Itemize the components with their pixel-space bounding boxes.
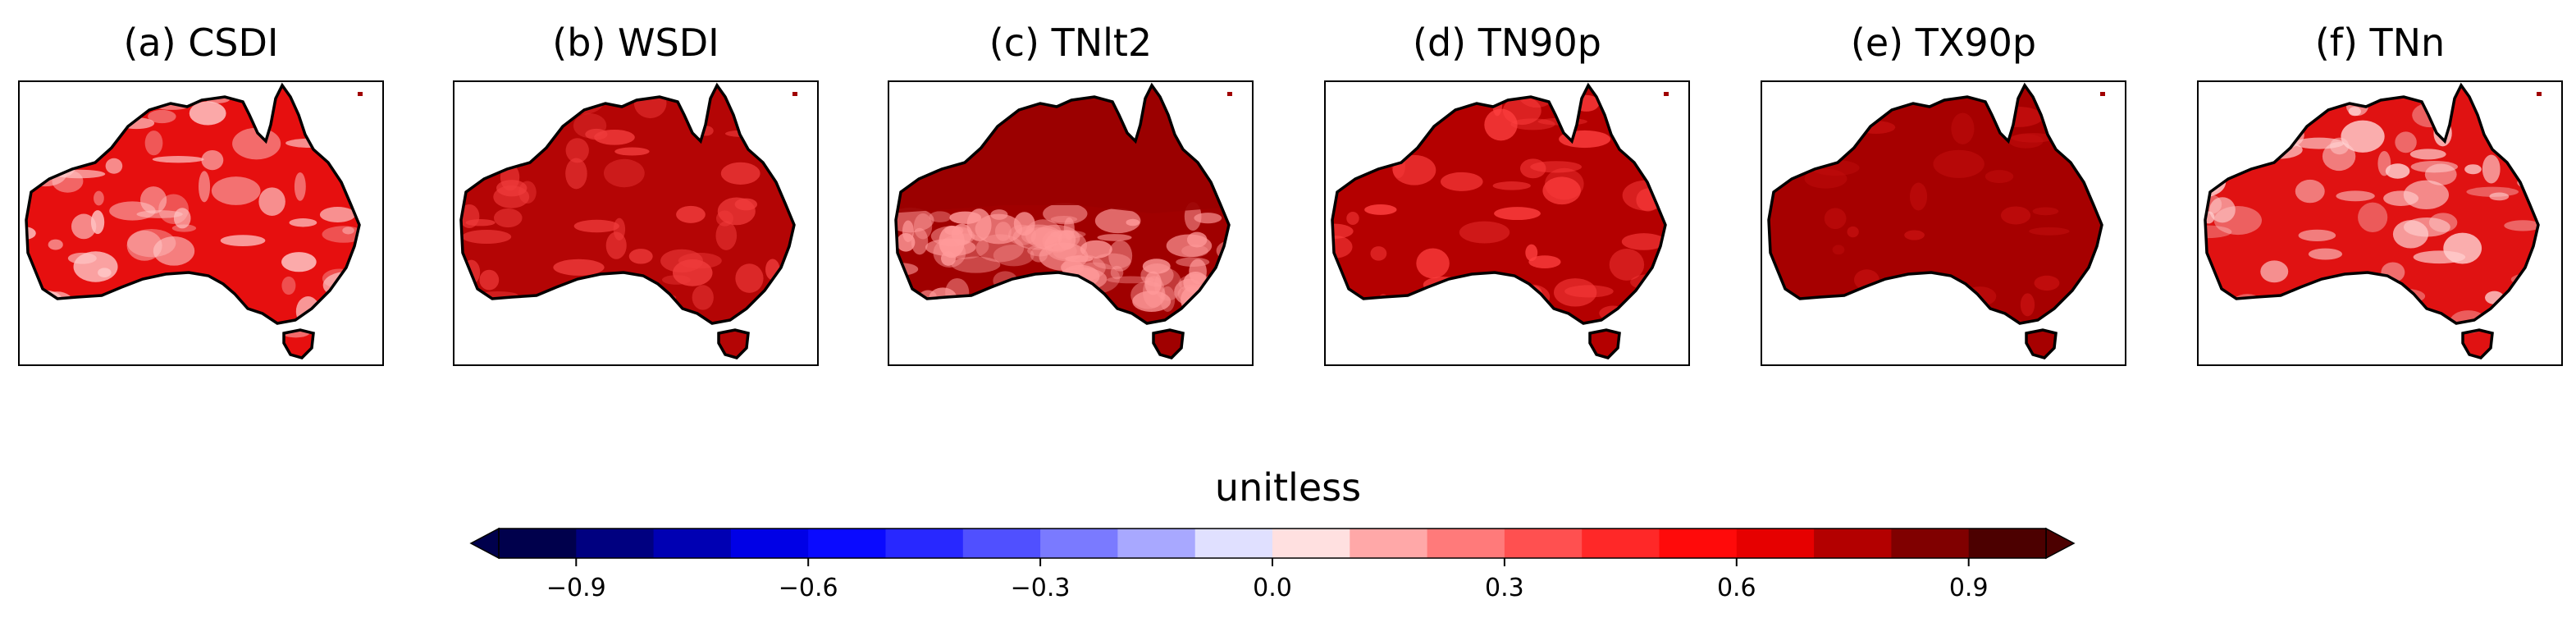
colorbar-segment — [1814, 529, 1892, 558]
colorbar-tick-label: −0.9 — [546, 574, 606, 602]
colorbar-extend-high — [2045, 527, 2076, 560]
map-frame — [18, 80, 384, 366]
colorbar-segment — [1427, 529, 1505, 558]
map-frame — [1761, 80, 2126, 366]
colorbar-title: unitless — [1214, 465, 1362, 510]
colorbar-segment — [1504, 529, 1583, 558]
colorbar-tick-label: −0.3 — [1011, 574, 1071, 602]
map-panel-a: (a) CSDI — [18, 0, 384, 378]
colorbar-segment — [962, 529, 1041, 558]
map-frame — [2197, 80, 2563, 366]
colorbar-extend-low — [469, 527, 500, 560]
colorbar-segment — [576, 529, 655, 558]
panel-title: (b) WSDI — [552, 21, 719, 65]
map-frame — [453, 80, 819, 366]
colorbar: −0.9 −0.6 −0.3 0.0 0.3 0.6 0.9 — [469, 527, 2076, 602]
colorbar-segment — [885, 529, 964, 558]
colorbar-segment — [1736, 529, 1815, 558]
colorbar-segment — [1272, 529, 1350, 558]
panel-title: (a) CSDI — [123, 21, 279, 65]
colorbar-segment — [653, 529, 732, 558]
map-frame — [888, 80, 1254, 366]
panel-title: (c) TNlt2 — [989, 21, 1153, 65]
colorbar-segment — [1040, 529, 1118, 558]
tasmania — [719, 330, 748, 358]
mainland — [461, 85, 794, 323]
colorbar-tick-label: −0.6 — [779, 574, 838, 602]
australia-map — [25, 82, 363, 359]
map-panel-c: (c) TNlt2 — [888, 0, 1254, 378]
panel-title: (e) TX90p — [1850, 21, 2037, 65]
australia-map — [459, 82, 797, 359]
tasmania — [2463, 330, 2492, 358]
mainland — [1769, 85, 2102, 323]
colorbar-tick-label: 0.6 — [1717, 574, 1756, 602]
colorbar-segment — [1350, 529, 1428, 558]
colorbar-segment — [1891, 529, 1970, 558]
australia-map — [1331, 82, 1669, 359]
tasmania — [1590, 330, 1619, 358]
tasmania — [1153, 330, 1183, 358]
colorbar-segment — [808, 529, 886, 558]
colorbar-tick-label: 0.3 — [1485, 574, 1524, 602]
colorbar-segment — [499, 529, 577, 558]
tasmania — [2026, 330, 2056, 358]
map-panel-e: (e) TX90p — [1761, 0, 2126, 378]
colorbar-segment — [1659, 529, 1738, 558]
australia-map — [1767, 82, 2105, 359]
australia-map — [894, 82, 1232, 359]
panel-title: (d) TN90p — [1413, 21, 1601, 65]
colorbar-segment — [730, 529, 809, 558]
colorbar-tick-label: 0.0 — [1253, 574, 1292, 602]
colorbar-segment — [1582, 529, 1660, 558]
colorbar-tick-label: 0.9 — [1949, 574, 1989, 602]
australia-map — [2204, 82, 2542, 359]
mainland — [2205, 85, 2538, 323]
map-panel-d: (d) TN90p — [1324, 0, 1690, 378]
mainland — [26, 85, 359, 323]
colorbar-segment — [1117, 529, 1196, 558]
panel-title: (f) TNn — [2314, 21, 2446, 65]
colorbar-segment — [1194, 529, 1273, 558]
map-frame — [1324, 80, 1690, 366]
colorbar-segment — [1968, 529, 2047, 558]
shading-patches — [896, 85, 1229, 327]
map-panel-f: (f) TNn — [2197, 0, 2563, 378]
map-panel-b: (b) WSDI — [453, 0, 819, 378]
